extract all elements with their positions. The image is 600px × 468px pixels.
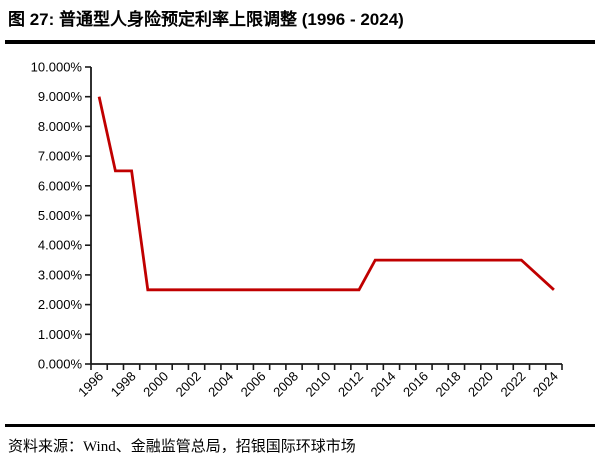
x-tick-label: 2014 xyxy=(368,369,399,400)
y-tick-label: 6.000% xyxy=(38,179,83,194)
figure-title: 图 27: 普通型人身险预定利率上限调整 (1996 - 2024) xyxy=(8,10,404,29)
x-tick-label: 2006 xyxy=(238,369,269,400)
x-tick-label: 2022 xyxy=(497,369,528,400)
x-tick-label: 2002 xyxy=(173,369,204,400)
y-tick-label: 1.000% xyxy=(38,327,83,342)
x-tick-label: 2018 xyxy=(432,369,463,400)
x-tick-label: 2008 xyxy=(270,369,301,400)
x-tick-label: 2016 xyxy=(400,369,431,400)
x-tick-label: 2024 xyxy=(530,369,561,400)
series-line xyxy=(97,96,555,292)
y-tick-label: 9.000% xyxy=(38,90,83,105)
x-tick-label: 2010 xyxy=(303,369,334,400)
y-tick-label: 2.000% xyxy=(38,297,83,312)
line-chart: 0.000% 1.000% 2.000% 3.000% 4.000% 5.000% 6.00… xyxy=(31,60,563,400)
x-tick-label: 1998 xyxy=(108,369,139,400)
y-tick-label: 7.000% xyxy=(38,149,83,164)
top-rule xyxy=(5,40,595,45)
y-tick-label: 4.000% xyxy=(38,238,83,253)
y-tick-label: 5.000% xyxy=(38,208,83,223)
x-tick-label: 2012 xyxy=(335,369,366,400)
x-tick-label: 2020 xyxy=(465,369,496,400)
y-tick-label: 8.000% xyxy=(38,119,83,134)
y-tick-label: 0.000% xyxy=(38,357,83,372)
y-tick-label: 3.000% xyxy=(38,268,83,283)
x-tick-label: 2000 xyxy=(140,369,171,400)
x-tick-label: 1996 xyxy=(75,369,106,400)
y-tick-label: 10.000% xyxy=(31,60,83,75)
chart-area: 0.000% 1.000% 2.000% 3.000% 4.000% 5.000% 6.00… xyxy=(0,44,600,424)
x-tick-label: 2004 xyxy=(205,369,236,400)
source-note: 资料来源：Wind、金融监管总局，招银国际环球市场 xyxy=(8,439,356,456)
bottom-rule xyxy=(5,424,595,428)
